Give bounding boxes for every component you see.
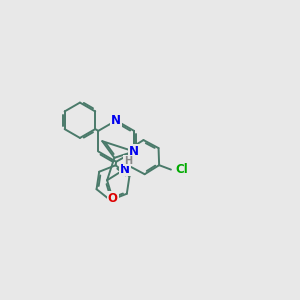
Text: N: N bbox=[111, 114, 121, 127]
Text: N: N bbox=[120, 163, 130, 176]
Text: O: O bbox=[108, 192, 118, 205]
Text: N: N bbox=[129, 145, 139, 158]
Text: H: H bbox=[124, 156, 132, 166]
Text: Cl: Cl bbox=[175, 163, 188, 176]
Text: N: N bbox=[129, 145, 139, 158]
